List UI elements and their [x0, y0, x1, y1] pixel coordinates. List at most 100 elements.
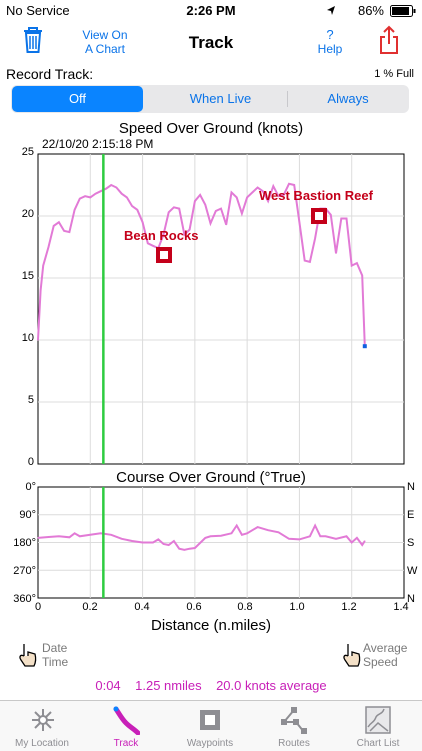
speed-data-point	[220, 207, 222, 210]
route-icon	[281, 707, 307, 734]
course-data-point	[241, 534, 243, 536]
speed-data-point	[47, 246, 50, 248]
record-option-when-live[interactable]: When Live	[189, 91, 252, 106]
speed-y-tick: 25	[21, 146, 34, 158]
tab-track[interactable]: Track	[84, 701, 168, 751]
waypoint-icon	[200, 710, 220, 730]
help-label: Help	[317, 42, 343, 56]
course-data-point	[183, 549, 185, 551]
speed-data-point	[209, 222, 212, 225]
speed-data-point	[225, 224, 227, 226]
speed-data-point	[199, 194, 201, 196]
speed-data-point	[141, 221, 144, 223]
help-button[interactable]: ? Help	[310, 27, 350, 57]
date-time-line2: Time	[42, 655, 69, 669]
tab-bar: My Location Track Waypoints Routes Chart…	[0, 700, 422, 751]
tab-routes[interactable]: Routes	[252, 701, 336, 751]
waypoint-marker-west-bastion-reef-inner	[315, 212, 323, 220]
speed-y-tick: 20	[21, 208, 34, 220]
course-data-point	[100, 532, 102, 534]
view-on-chart-line1: View On	[82, 28, 128, 42]
course-data-point	[58, 535, 60, 537]
record-option-always[interactable]: Always	[327, 91, 369, 106]
course-data-point	[345, 535, 348, 537]
course-data-point	[257, 526, 259, 528]
speed-data-point	[267, 200, 269, 202]
battery-percent: 86%	[357, 3, 384, 18]
speed-data-point	[251, 191, 253, 194]
view-on-chart-line2: A Chart	[84, 42, 126, 56]
avg-speed-line2: Speed	[363, 655, 398, 669]
course-data-point	[37, 537, 39, 539]
course-data-point	[267, 529, 269, 531]
speed-data-point	[330, 214, 332, 216]
marker-label-west-bastion-reef: West Bastion Reef	[259, 188, 373, 203]
x-tick: 1.2	[341, 601, 357, 613]
speed-data-point	[162, 234, 165, 236]
speed-data-point	[68, 231, 70, 233]
date-time-line1: Date	[42, 641, 68, 655]
view-on-chart-button[interactable]: View On A Chart	[70, 28, 140, 56]
speed-data-point	[236, 196, 238, 198]
location-arrow-icon	[327, 6, 335, 15]
course-chart-title: Course Over Ground (°True)	[116, 469, 306, 486]
speed-data-point	[298, 221, 301, 223]
course-data-point	[189, 548, 191, 550]
course-data-point	[361, 544, 363, 546]
storage-full-label: 1 % Full	[374, 68, 414, 80]
course-dir-label: N	[407, 481, 415, 493]
hand-point-icon	[19, 644, 37, 667]
course-dir-label: E	[407, 509, 415, 521]
course-data-point	[230, 532, 233, 534]
speed-data-point	[173, 206, 175, 208]
speed-data-point	[288, 183, 290, 185]
record-mode-segmented-control: Off When Live Always	[11, 85, 409, 113]
course-data-point	[194, 547, 196, 549]
summary-duration: 0:04	[95, 678, 121, 693]
summary-distance: 1.25 nmiles	[135, 678, 202, 693]
tab-label: Routes	[278, 738, 310, 749]
speed-data-point	[272, 185, 274, 187]
marker-label-bean-rocks: Bean Rocks	[124, 228, 199, 243]
summary-speed: 20.0 knots average	[216, 678, 327, 693]
speed-plot-frame	[37, 153, 405, 465]
course-data-point	[121, 538, 123, 540]
trash-icon[interactable]	[22, 26, 44, 54]
speed-data-point	[168, 211, 170, 213]
tab-label: My Location	[15, 738, 69, 749]
speed-data-point	[58, 221, 60, 223]
battery-icon	[390, 5, 416, 17]
course-data-point	[246, 532, 248, 534]
share-icon[interactable]	[378, 25, 400, 55]
course-data-point	[335, 538, 337, 540]
speed-data-point	[74, 209, 76, 211]
record-track-label: Record Track:	[6, 66, 94, 82]
nav-bar: View On A Chart Track ? Help	[0, 22, 422, 62]
speed-y-tick: 15	[21, 270, 34, 282]
course-data-point	[209, 535, 212, 537]
course-data-point	[47, 536, 50, 538]
speed-data-point	[345, 217, 348, 220]
speed-data-point	[277, 195, 280, 197]
speed-y-tick: 10	[21, 332, 34, 344]
average-speed-toggle[interactable]: Average Speed	[363, 641, 407, 669]
course-data-point	[309, 535, 311, 537]
course-data-point	[319, 535, 321, 537]
record-option-off[interactable]: Off	[12, 86, 143, 112]
x-tick: 1.4	[393, 601, 409, 613]
x-tick: 0.2	[82, 601, 98, 613]
x-tick: 0.4	[134, 601, 150, 613]
course-data-point	[220, 535, 222, 537]
tab-waypoints[interactable]: Waypoints	[168, 701, 252, 751]
course-data-point	[324, 535, 327, 537]
help-symbol: ?	[326, 27, 334, 42]
tab-chart-list[interactable]: Chart List	[336, 701, 420, 751]
speed-data-point	[194, 200, 196, 202]
course-data-point	[277, 531, 280, 533]
speed-data-point	[335, 252, 337, 254]
course-data-point	[298, 538, 301, 541]
date-time-toggle[interactable]: Date Time	[42, 641, 68, 669]
tab-my-location[interactable]: My Location	[0, 701, 84, 751]
course-data-point	[356, 537, 358, 539]
